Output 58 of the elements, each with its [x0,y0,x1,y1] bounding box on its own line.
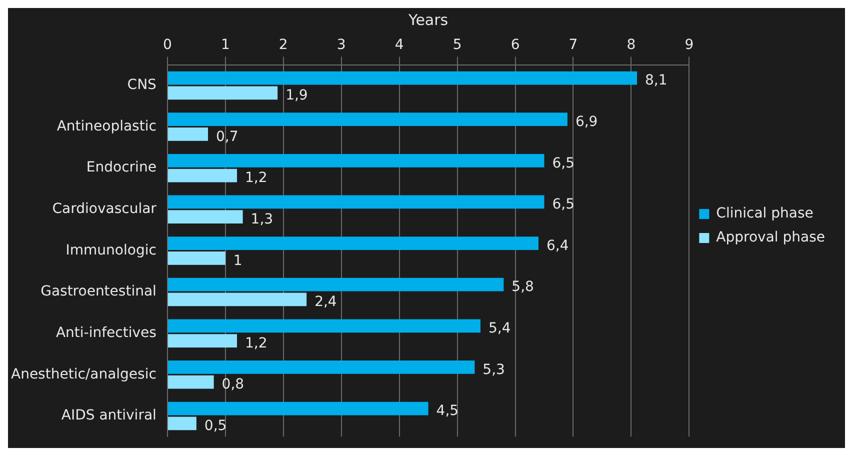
x-tick-label: 6 [510,37,520,54]
legend-label: Approval phase [716,230,826,246]
data-label: 4,5 [436,403,459,420]
bar [168,251,226,265]
y-tick-label: CNS [127,77,157,94]
data-label: 6,5 [552,155,575,172]
data-label: 1,9 [286,88,308,104]
x-tick-label: 4 [394,37,404,54]
bar [168,375,214,389]
y-tick-label: Endocrine [86,160,156,176]
bar [168,154,544,168]
bar [168,278,504,292]
x-tick-label: 7 [568,37,578,54]
bar [168,210,243,224]
y-tick-label: Antineoplastic [56,118,156,134]
bar [168,334,237,348]
legend-label: Clinical phase [716,206,814,222]
bar [168,128,208,141]
bar [168,168,237,182]
data-label: 1,2 [244,335,268,352]
data-label: 0,5 [204,418,227,434]
data-label: 6,4 [546,238,569,254]
x-tick-label: 2 [278,37,288,54]
x-tick-label: 3 [336,37,346,54]
data-label: 1,2 [244,170,268,186]
bar [168,236,538,250]
y-tick-label: Cardiovascular [52,201,157,218]
x-tick-label: 1 [220,37,230,54]
bar [168,402,428,416]
y-tick-label: Gastroentestinal [40,284,156,300]
y-tick-label: Anti-infectives [56,324,156,341]
x-tick-label: 8 [626,37,636,54]
bar [168,86,278,100]
data-label: 2,4 [314,294,337,310]
bar [168,195,544,209]
data-label: 8,1 [645,72,668,89]
bar [168,319,480,333]
data-label: 5,4 [488,320,511,337]
data-label: 0,8 [222,376,244,393]
x-tick-label: 9 [684,37,694,54]
data-label: 5,8 [512,279,534,296]
data-label: 1,3 [250,211,274,228]
y-tick-label: Anesthetic/analgesic [10,366,156,382]
x-axis-title: Years [408,10,448,29]
bar [168,112,568,126]
x-tick-label: 5 [452,37,462,54]
bar [168,71,638,85]
y-tick-label: Immunologic [66,242,156,258]
y-tick-label: AIDS antiviral [61,408,156,424]
data-label: 6,9 [575,114,598,130]
bar [168,292,307,306]
x-tick-label: 0 [162,37,172,54]
bar [168,360,475,374]
data-label: 1 [233,252,242,269]
data-label: 5,3 [482,362,505,378]
data-label: 6,5 [552,196,575,213]
data-label: 0,7 [216,128,238,145]
bar [168,416,196,430]
